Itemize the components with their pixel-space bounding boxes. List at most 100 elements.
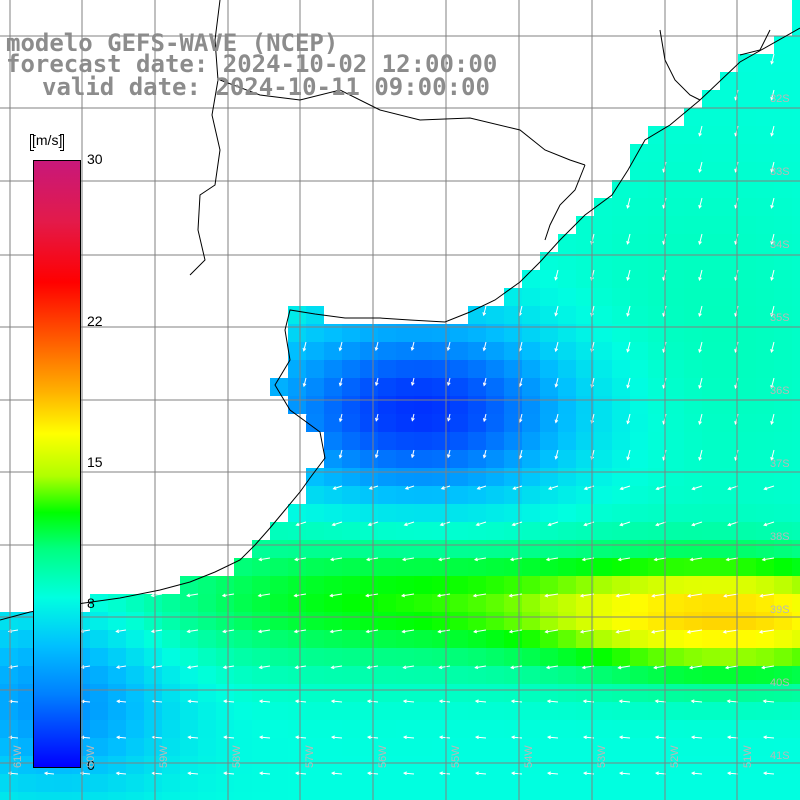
wind-cell xyxy=(162,702,180,720)
wind-arrow xyxy=(366,629,379,633)
wind-cell xyxy=(558,306,576,324)
wind-cell xyxy=(630,378,648,396)
wind-cell xyxy=(630,342,648,360)
wind-cell xyxy=(576,468,594,486)
wind-cell xyxy=(720,180,738,198)
wind-cell xyxy=(504,432,522,450)
wind-arrow-head xyxy=(544,629,549,634)
wind-arrow-head xyxy=(582,735,587,740)
wind-arrow-head xyxy=(510,699,515,704)
wind-cell xyxy=(504,720,522,738)
wind-cell xyxy=(738,756,756,774)
wind-cell xyxy=(720,540,738,558)
wind-arrow-head xyxy=(690,735,695,740)
wind-arrow xyxy=(770,449,775,461)
wind-cell xyxy=(630,450,648,468)
wind-cell xyxy=(558,360,576,378)
wind-cell xyxy=(414,378,432,396)
wind-cell xyxy=(216,666,234,684)
wind-arrow-head xyxy=(365,593,370,598)
wind-arrow-head xyxy=(338,418,343,423)
wind-cell xyxy=(252,594,270,612)
wind-arrow-head xyxy=(330,699,335,704)
wind-arrow-head xyxy=(655,486,660,491)
wind-cell xyxy=(666,252,684,270)
wind-cell xyxy=(792,18,800,36)
wind-arrow xyxy=(447,449,451,458)
wind-cell xyxy=(558,234,576,252)
wind-arrow xyxy=(403,665,415,669)
wind-arrow xyxy=(223,665,235,669)
wind-cell xyxy=(216,594,234,612)
wind-cell xyxy=(486,522,504,540)
wind-cell xyxy=(666,378,684,396)
wind-cell xyxy=(738,684,756,702)
wind-cell xyxy=(360,432,378,450)
wind-arrow xyxy=(330,593,343,597)
wind-arrow xyxy=(259,700,271,703)
wind-cell xyxy=(126,738,144,756)
wind-cell xyxy=(648,414,666,432)
wind-cell xyxy=(666,288,684,306)
wind-cell xyxy=(270,792,288,800)
latitude-label: 38S xyxy=(770,531,790,543)
wind-cell xyxy=(396,432,414,450)
wind-cell xyxy=(648,540,666,558)
wind-arrow xyxy=(763,700,775,703)
wind-cell xyxy=(612,684,630,702)
wind-cell xyxy=(738,720,756,738)
wind-cell xyxy=(522,396,540,414)
wind-cell xyxy=(450,468,468,486)
wind-arrow-head xyxy=(436,593,441,598)
wind-cell xyxy=(162,756,180,774)
wind-cell xyxy=(702,126,720,144)
wind-cell xyxy=(396,666,414,684)
wind-cell xyxy=(738,774,756,792)
wind-arrow-head xyxy=(698,456,702,461)
wind-cell xyxy=(270,540,288,558)
wind-cell xyxy=(468,504,486,522)
wind-cell xyxy=(540,630,558,648)
wind-arrow xyxy=(439,772,451,775)
wind-cell xyxy=(360,414,378,432)
wind-cell xyxy=(342,324,360,342)
wind-cell xyxy=(684,648,702,666)
wind-cell xyxy=(774,198,792,216)
wind-cell xyxy=(792,0,800,18)
wind-arrow xyxy=(224,736,235,739)
wind-cell xyxy=(360,792,378,800)
wind-cell xyxy=(468,612,486,630)
wind-cell xyxy=(252,756,270,774)
wind-cell xyxy=(630,684,648,702)
wind-arrow-head xyxy=(653,557,658,562)
wind-cell xyxy=(702,414,720,432)
wind-cell xyxy=(378,558,396,576)
wind-cell xyxy=(666,162,684,180)
wind-arrow-head xyxy=(650,629,655,634)
wind-arrow xyxy=(303,377,307,387)
wind-cell xyxy=(738,270,756,288)
wind-cell xyxy=(0,612,18,630)
wind-cell xyxy=(594,720,612,738)
wind-cell xyxy=(306,306,324,324)
wind-arrow xyxy=(259,665,271,669)
wind-arrow xyxy=(619,736,631,739)
wind-arrow-head xyxy=(439,771,443,776)
wind-cell xyxy=(540,432,558,450)
wind-cell xyxy=(306,342,324,360)
wind-arrow xyxy=(546,665,559,669)
wind-arrow xyxy=(771,161,775,172)
wind-cell xyxy=(396,558,414,576)
wind-cell xyxy=(324,396,342,414)
wind-cell xyxy=(378,360,396,378)
wind-arrow xyxy=(330,629,343,633)
wind-cell xyxy=(324,630,342,648)
wind-cell xyxy=(324,360,342,378)
wind-cell xyxy=(342,540,360,558)
wind-cell xyxy=(450,558,468,576)
wind-cell xyxy=(630,360,648,378)
wind-cell xyxy=(252,576,270,594)
wind-cell xyxy=(396,522,414,540)
wind-cell xyxy=(756,378,774,396)
wind-cell xyxy=(540,486,558,504)
